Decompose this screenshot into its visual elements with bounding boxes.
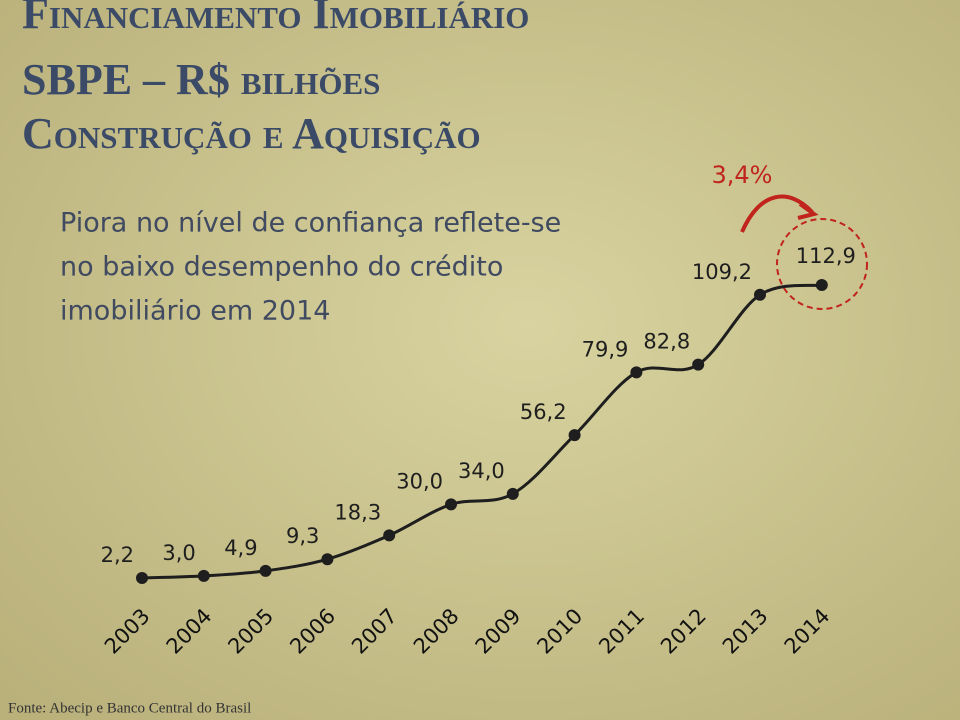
- value-label: 18,3: [334, 500, 381, 524]
- subtitle-line: no baixo desempenho do crédito: [60, 252, 503, 283]
- point: [259, 564, 272, 577]
- point: [136, 572, 148, 584]
- subtitle-line: Piora no nível de confiança reflete-se: [60, 208, 561, 239]
- title-line: Financiamento Imobiliário: [22, 0, 529, 38]
- point: [754, 288, 766, 301]
- value-label: 2,2: [101, 543, 134, 567]
- subtitle-line: imobiliário em 2014: [60, 296, 330, 327]
- title-line: Construção e Aquisição: [22, 109, 481, 158]
- value-label: 34,0: [458, 459, 505, 483]
- value-label: 79,9: [582, 337, 629, 361]
- source: Fonte: Abecip e Banco Central do Brasil: [8, 700, 251, 716]
- point: [445, 498, 457, 511]
- point: [692, 358, 705, 371]
- point: [815, 279, 828, 291]
- point: [568, 429, 581, 442]
- value-label: 112,9: [796, 244, 856, 268]
- highlight-circle: [776, 218, 868, 310]
- value-label: 4,9: [224, 536, 257, 560]
- value-label: 56,2: [520, 400, 567, 424]
- value-label: 82,8: [643, 330, 690, 354]
- title-line: SBPE – R$ bilhões: [22, 55, 380, 104]
- value-label: 3,0: [162, 541, 195, 565]
- value-label: 30,0: [396, 469, 443, 493]
- point: [383, 529, 396, 542]
- point: [197, 569, 210, 582]
- value-label: 9,3: [286, 524, 319, 548]
- point: [506, 487, 519, 500]
- arrow-head: [797, 202, 819, 220]
- value-label: 109,2: [692, 260, 752, 284]
- annotation: 3,4%: [712, 161, 773, 189]
- point: [321, 553, 334, 566]
- point: [630, 366, 643, 379]
